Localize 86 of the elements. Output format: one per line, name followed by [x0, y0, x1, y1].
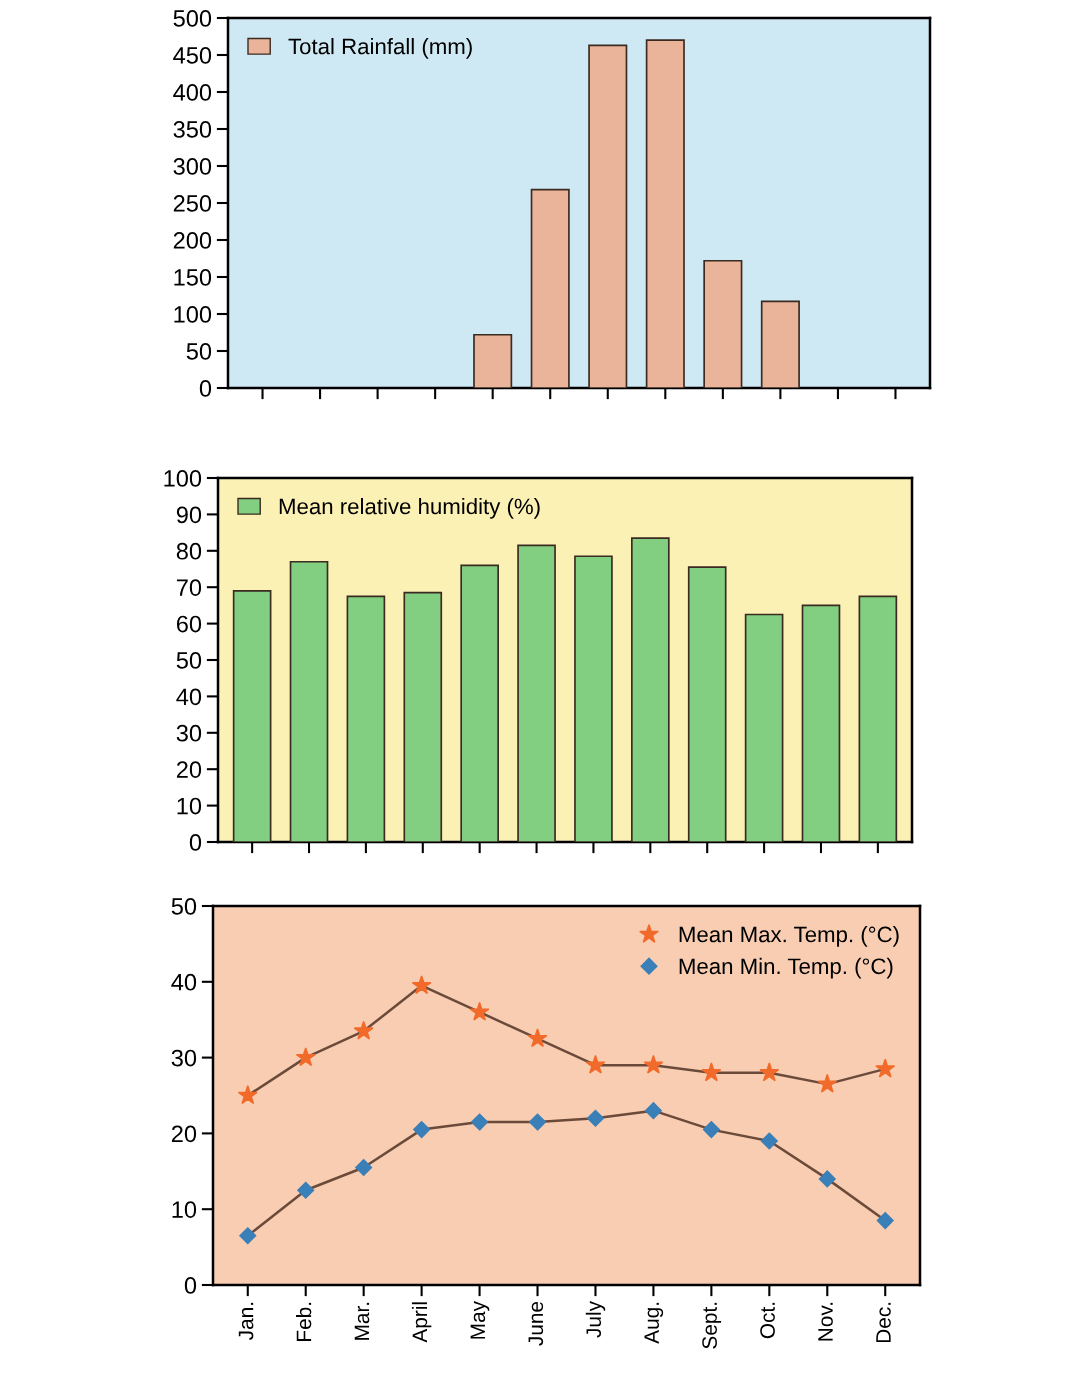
legend-label: Mean Max. Temp. (°C)	[679, 926, 899, 947]
y-tick-label: 500	[173, 10, 212, 27]
y-tick-label: 40	[171, 973, 197, 991]
bar	[631, 537, 670, 842]
y-tick-label: 50	[176, 652, 202, 669]
x-tick-label: May	[470, 1301, 490, 1339]
point	[585, 1054, 606, 1074]
point	[528, 1113, 547, 1131]
x-tick-label: Oct.	[760, 1302, 775, 1339]
legend-label: Total Rainfall (mm)	[288, 38, 472, 59]
y-tick-label: 0	[184, 1277, 197, 1294]
point	[759, 1062, 780, 1082]
y-tick-label: 60	[176, 615, 202, 633]
x-tick-label: Aug.	[644, 1302, 664, 1344]
y-tick-label: 300	[173, 158, 212, 175]
y-tick-label: 200	[173, 232, 212, 249]
y-tick-label: 90	[176, 506, 202, 524]
y-tick-label: 50	[186, 343, 212, 360]
point	[875, 1058, 896, 1078]
bar	[687, 566, 727, 842]
y-tick-label: 0	[189, 834, 202, 851]
y-tick-label: 40	[176, 688, 202, 706]
x-tick-label: Dec.	[876, 1302, 891, 1343]
point	[355, 1158, 373, 1177]
bar	[517, 544, 556, 842]
y-tick-label: 70	[176, 579, 202, 596]
bar	[232, 590, 272, 842]
bar	[530, 188, 570, 388]
y-tick-label: 20	[171, 1125, 197, 1143]
legend-label: Mean relative humidity (%)	[279, 498, 540, 519]
point	[817, 1073, 838, 1093]
bar	[744, 613, 784, 842]
point	[586, 1109, 605, 1127]
y-tick-label: 30	[176, 724, 202, 742]
y-tick-label: 30	[171, 1049, 197, 1067]
bar	[403, 591, 443, 842]
y-tick-label: 10	[177, 797, 202, 815]
point	[411, 975, 432, 995]
bar	[346, 595, 386, 842]
bar	[760, 300, 800, 388]
y-tick-label: 0	[199, 380, 212, 397]
x-tick-label: Jan.	[238, 1302, 254, 1341]
point	[760, 1132, 778, 1150]
bar	[289, 560, 329, 842]
bar	[460, 564, 499, 842]
point	[413, 1121, 431, 1139]
point	[701, 1062, 722, 1082]
x-tick-label: June	[528, 1301, 544, 1346]
x-tick-label: April	[411, 1302, 432, 1343]
x-tick-label: Mar.	[354, 1302, 370, 1340]
bar	[574, 555, 613, 842]
bar	[858, 595, 898, 842]
point	[295, 1047, 316, 1067]
bar	[645, 39, 685, 388]
y-tick-label: 450	[173, 47, 212, 64]
point	[876, 1212, 894, 1230]
y-tick-label: 350	[173, 121, 212, 138]
point	[237, 1085, 258, 1105]
point	[643, 1054, 664, 1074]
point	[818, 1170, 836, 1188]
x-tick-label: Sept.	[702, 1302, 722, 1349]
y-tick-label: 150	[174, 269, 212, 286]
point	[644, 1102, 662, 1120]
x-tick-label: Nov.	[818, 1302, 833, 1341]
point	[297, 1181, 315, 1199]
y-tick-label: 80	[176, 542, 202, 560]
bar	[473, 333, 513, 388]
legend-label: Mean Min. Temp. (°C)	[679, 957, 893, 979]
x-tick-label: July	[585, 1301, 606, 1338]
bar	[703, 259, 743, 388]
x-tick-label: Feb.	[296, 1302, 312, 1341]
point	[527, 1028, 548, 1048]
y-tick-label: 100	[164, 470, 202, 487]
point	[702, 1121, 720, 1139]
y-tick-label: 400	[173, 84, 212, 101]
bar	[588, 44, 628, 388]
bar	[801, 604, 841, 842]
point	[239, 1227, 257, 1245]
point	[469, 1001, 490, 1021]
y-tick-label: 100	[174, 306, 212, 323]
y-tick-label: 50	[171, 898, 197, 915]
y-tick-label: 10	[172, 1201, 197, 1218]
point	[353, 1020, 374, 1040]
y-tick-label: 250	[173, 195, 212, 212]
point	[471, 1113, 489, 1131]
y-tick-label: 20	[176, 761, 202, 778]
